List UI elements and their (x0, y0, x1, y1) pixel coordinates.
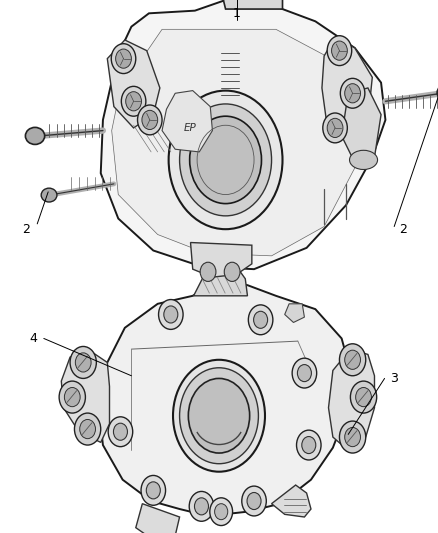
Circle shape (113, 423, 127, 440)
Polygon shape (322, 37, 372, 139)
Circle shape (164, 306, 178, 323)
Circle shape (210, 498, 233, 526)
Polygon shape (272, 485, 311, 517)
Ellipse shape (350, 150, 378, 169)
Circle shape (247, 492, 261, 510)
Circle shape (339, 344, 366, 376)
Circle shape (59, 381, 85, 413)
Circle shape (141, 475, 166, 505)
Circle shape (327, 118, 343, 138)
Circle shape (64, 387, 80, 407)
Circle shape (345, 84, 360, 103)
Circle shape (180, 104, 272, 216)
Polygon shape (194, 264, 247, 296)
Circle shape (159, 300, 183, 329)
Circle shape (74, 413, 101, 445)
Circle shape (297, 365, 311, 382)
Polygon shape (99, 280, 350, 514)
Circle shape (188, 378, 250, 453)
Circle shape (194, 498, 208, 515)
Circle shape (356, 387, 371, 407)
Polygon shape (342, 88, 381, 163)
Circle shape (297, 430, 321, 460)
Text: 2: 2 (399, 223, 407, 236)
Circle shape (224, 262, 240, 281)
Circle shape (142, 110, 158, 130)
Circle shape (302, 437, 316, 454)
Circle shape (292, 358, 317, 388)
Circle shape (146, 482, 160, 499)
Circle shape (254, 311, 268, 328)
Text: EP: EP (184, 123, 197, 133)
Polygon shape (61, 349, 110, 442)
Polygon shape (285, 304, 304, 322)
Circle shape (345, 427, 360, 447)
Circle shape (248, 305, 273, 335)
Ellipse shape (25, 127, 45, 144)
Circle shape (350, 381, 377, 413)
Polygon shape (107, 40, 160, 128)
Circle shape (121, 86, 146, 116)
Ellipse shape (437, 85, 438, 101)
Circle shape (339, 421, 366, 453)
Circle shape (173, 360, 265, 472)
Circle shape (323, 113, 347, 143)
Circle shape (242, 486, 266, 516)
Polygon shape (162, 91, 212, 152)
Polygon shape (223, 0, 283, 9)
Circle shape (108, 417, 133, 447)
Text: 3: 3 (390, 372, 398, 385)
Polygon shape (328, 349, 374, 450)
Circle shape (80, 419, 95, 439)
Circle shape (340, 78, 365, 108)
Text: 4: 4 (29, 332, 37, 345)
Text: 2: 2 (22, 223, 30, 236)
Circle shape (180, 368, 258, 464)
Text: 1: 1 (233, 7, 240, 20)
Circle shape (189, 491, 214, 521)
Circle shape (332, 41, 347, 60)
Polygon shape (191, 243, 252, 277)
Circle shape (111, 44, 136, 74)
Circle shape (75, 353, 91, 372)
Polygon shape (101, 0, 385, 269)
Polygon shape (136, 504, 180, 533)
Circle shape (126, 92, 141, 111)
Circle shape (116, 49, 131, 68)
Ellipse shape (41, 188, 57, 202)
Circle shape (215, 504, 228, 520)
Circle shape (138, 105, 162, 135)
Circle shape (345, 350, 360, 369)
Circle shape (169, 91, 283, 229)
Circle shape (200, 262, 216, 281)
Circle shape (327, 36, 352, 66)
Circle shape (190, 116, 261, 204)
Polygon shape (112, 29, 364, 256)
Circle shape (70, 346, 96, 378)
